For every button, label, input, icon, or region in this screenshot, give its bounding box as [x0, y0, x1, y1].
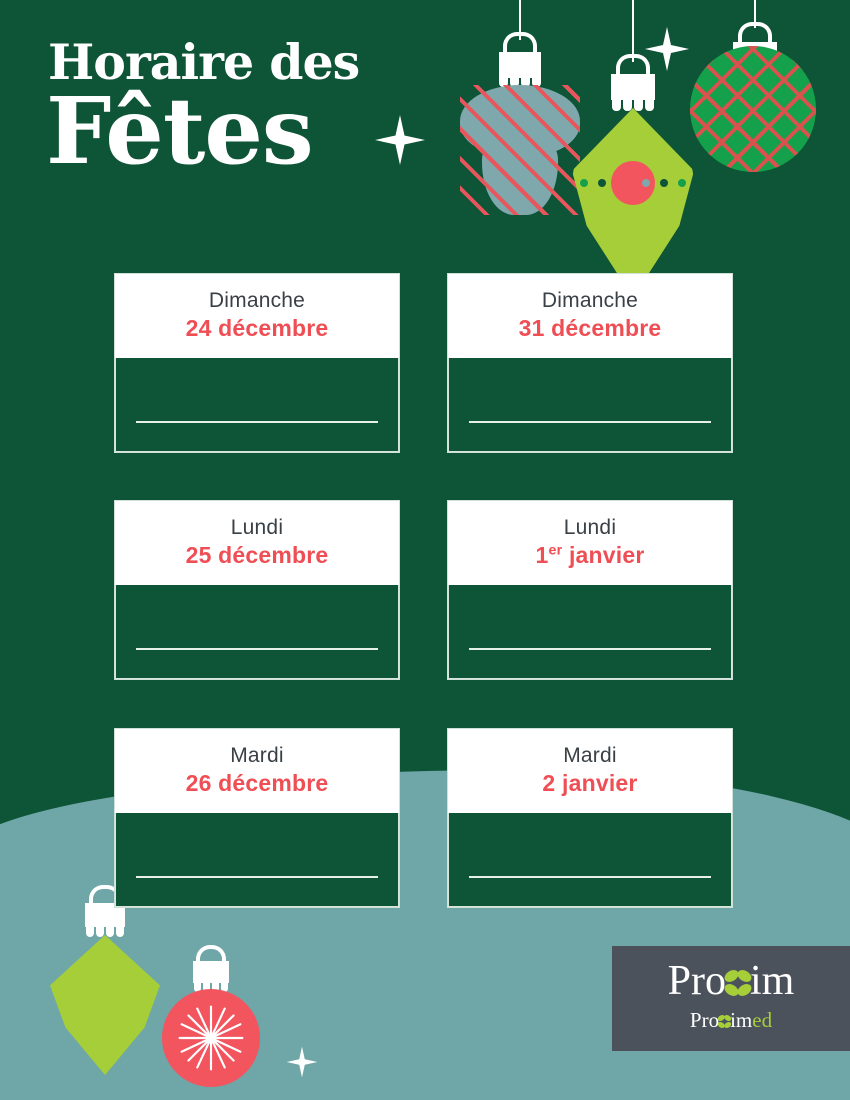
starburst-icon — [178, 1005, 244, 1071]
logo-subbrand: Pro imed — [612, 1008, 850, 1033]
poster-title: Horaire des Fêtes — [46, 33, 360, 186]
card-header: Lundi 25 décembre — [115, 501, 399, 586]
card-date-label: 2 janvier — [542, 770, 638, 797]
title-line-1: Horaire des — [48, 33, 360, 91]
ornament-loop — [616, 54, 650, 80]
schedule-card[interactable]: Lundi 1er janvier — [447, 500, 733, 681]
card-date-month: janvier — [562, 542, 645, 569]
ornament-cap-teeth — [85, 926, 125, 937]
card-header: Mardi 2 janvier — [448, 729, 732, 814]
schedule-card[interactable]: Mardi 26 décembre — [114, 728, 400, 909]
x-sparkle-icon — [27, 1040, 49, 1064]
card-date-ordinal-suffix: er — [548, 542, 563, 559]
butterfly-mark-icon — [723, 966, 753, 1000]
ornament-wire — [519, 0, 521, 40]
title-line-2: Fêtes — [46, 77, 314, 186]
card-date-label: 25 décembre — [185, 542, 329, 569]
card-hours-area[interactable] — [448, 585, 732, 680]
card-header: Dimanche 24 décembre — [115, 274, 399, 359]
x-sparkle-icon — [489, 227, 509, 251]
schedule-card[interactable]: Dimanche 24 décembre — [114, 273, 400, 454]
schedule-card[interactable]: Mardi 2 janvier — [447, 728, 733, 909]
ornament-cap — [193, 961, 229, 983]
ornament-cap-teeth — [611, 99, 655, 111]
logo-name-part1: Pro — [667, 958, 726, 1004]
proxim-logo: Pro im Pro imed — [612, 946, 850, 1051]
card-date-label: 26 décembre — [185, 770, 329, 797]
card-hours-area[interactable] — [448, 358, 732, 453]
write-in-line — [136, 876, 378, 879]
logo-wordmark: Pro im — [612, 960, 850, 1002]
finial-body — [460, 85, 580, 215]
card-hours-area[interactable] — [115, 358, 399, 453]
teal-striped-finial-ornament — [460, 0, 580, 215]
card-date-label: 24 décembre — [185, 315, 329, 342]
write-in-line — [469, 421, 711, 424]
card-day-label: Dimanche — [208, 289, 306, 312]
logo-sub-part1: Pro — [689, 1008, 720, 1032]
card-day-label: Lundi — [230, 516, 284, 539]
ornament-loop — [196, 945, 226, 967]
write-in-line — [136, 648, 378, 651]
write-in-line — [469, 876, 711, 879]
green-crosshatch-ball-ornament — [690, 0, 820, 180]
write-in-line — [136, 421, 378, 424]
logo-name-part2: im — [750, 958, 795, 1004]
ornament-cap — [611, 74, 655, 100]
card-day-label: Mardi — [563, 744, 617, 767]
ornament-wire — [754, 0, 756, 28]
ornament-cap-teeth — [498, 77, 542, 87]
card-hours-area[interactable] — [448, 813, 732, 908]
card-date-label: 31 décembre — [518, 315, 662, 342]
card-header: Mardi 26 décembre — [115, 729, 399, 814]
ornament-cap-teeth — [193, 982, 229, 992]
card-hours-area[interactable] — [115, 813, 399, 908]
teardrop-body — [50, 935, 160, 1075]
red-starburst-ball-ornament — [160, 945, 262, 1087]
write-in-line — [469, 648, 711, 651]
card-date-label: 1er janvier — [454, 541, 726, 571]
card-hours-area[interactable] — [115, 585, 399, 680]
sparkle-star-icon — [375, 115, 425, 165]
lime-teardrop-ornament — [572, 0, 694, 300]
card-header: Lundi 1er janvier — [448, 501, 732, 586]
ornament-cap — [499, 52, 541, 78]
card-header: Dimanche 31 décembre — [448, 274, 732, 359]
card-day-label: Dimanche — [541, 289, 639, 312]
card-date-prefix: 1 — [535, 542, 549, 569]
ornament-loop — [503, 32, 537, 58]
logo-sub-part2: im — [730, 1008, 753, 1032]
logo-sub-part3: ed — [752, 1008, 773, 1032]
card-day-label: Mardi — [230, 744, 284, 767]
ball-body — [690, 46, 816, 172]
x-sparkle-icon — [793, 282, 815, 306]
ornament-loop — [738, 22, 772, 48]
lime-teardrop-bottom-ornament — [50, 885, 160, 1075]
sparkle-star-icon — [644, 26, 690, 72]
ornament-wire — [632, 0, 634, 62]
butterfly-mark-small-icon — [717, 1011, 732, 1028]
schedule-card[interactable]: Lundi 25 décembre — [114, 500, 400, 681]
card-day-label: Lundi — [563, 516, 617, 539]
schedule-card[interactable]: Dimanche 31 décembre — [447, 273, 733, 454]
crosshatch-pattern — [690, 46, 816, 172]
ornament-dots-right — [642, 179, 686, 187]
x-sparkle-icon — [39, 248, 63, 274]
sparkle-star-icon — [286, 1046, 318, 1078]
